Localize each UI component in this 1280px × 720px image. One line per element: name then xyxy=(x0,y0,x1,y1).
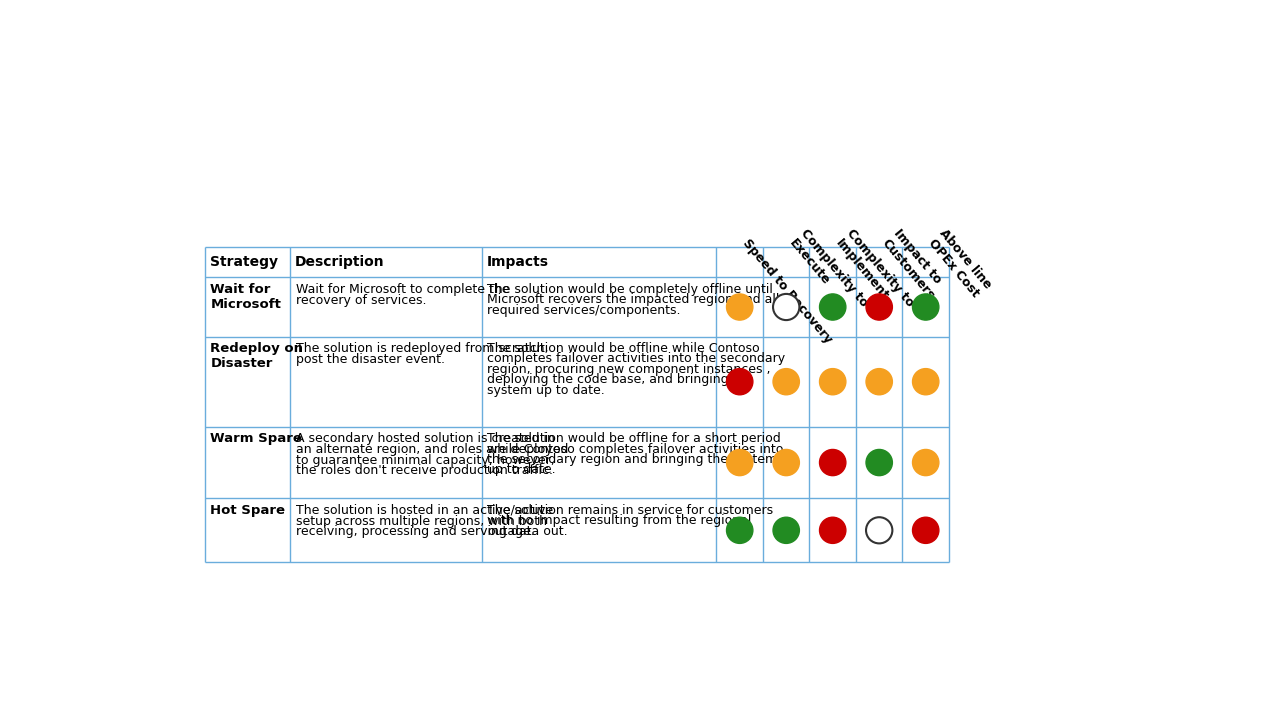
Circle shape xyxy=(727,369,753,395)
Text: recovery of services.: recovery of services. xyxy=(296,294,426,307)
Text: Speed to Recovery: Speed to Recovery xyxy=(740,237,835,346)
Text: Complexity to
Implement: Complexity to Implement xyxy=(833,227,916,320)
Text: Impact to
Customers: Impact to Customers xyxy=(879,227,948,302)
Circle shape xyxy=(773,369,800,395)
Text: system up to date.: system up to date. xyxy=(488,384,604,397)
Circle shape xyxy=(819,294,846,320)
Text: Above line
OPEx Cost: Above line OPEx Cost xyxy=(925,227,995,302)
Text: an alternate region, and roles are deployed: an alternate region, and roles are deplo… xyxy=(296,443,568,456)
Text: post the disaster event.: post the disaster event. xyxy=(296,353,444,366)
Text: The solution would be offline for a short period: The solution would be offline for a shor… xyxy=(488,432,781,445)
Text: Redeploy on
Disaster: Redeploy on Disaster xyxy=(210,342,303,370)
Text: while Contoso completes failover activities into: while Contoso completes failover activit… xyxy=(488,443,783,456)
Text: region, procuring new component instances ,: region, procuring new component instance… xyxy=(488,363,771,376)
Text: The solution would be completely offline until: The solution would be completely offline… xyxy=(488,283,773,296)
Circle shape xyxy=(867,294,892,320)
Text: Microsoft recovers the impacted region and all: Microsoft recovers the impacted region a… xyxy=(488,293,780,306)
Text: with no impact resulting from the regional: with no impact resulting from the region… xyxy=(488,514,751,527)
Text: Warm Spare: Warm Spare xyxy=(210,432,302,445)
Text: Description: Description xyxy=(294,255,384,269)
Text: receiving, processing and serving data out.: receiving, processing and serving data o… xyxy=(296,526,567,539)
Text: setup across multiple regions, with both: setup across multiple regions, with both xyxy=(296,515,547,528)
Circle shape xyxy=(867,449,892,476)
Circle shape xyxy=(913,294,938,320)
Text: Wait for
Microsoft: Wait for Microsoft xyxy=(210,283,282,311)
Text: up to date.: up to date. xyxy=(488,463,556,477)
Circle shape xyxy=(727,517,753,544)
Text: the roles don't receive production traffic.: the roles don't receive production traff… xyxy=(296,464,553,477)
Circle shape xyxy=(773,449,800,476)
Text: The solution is hosted in an active/active: The solution is hosted in an active/acti… xyxy=(296,504,553,517)
Circle shape xyxy=(913,369,938,395)
Circle shape xyxy=(727,449,753,476)
Text: required services/components.: required services/components. xyxy=(488,304,681,317)
Text: deploying the code base, and bringing the: deploying the code base, and bringing th… xyxy=(488,373,753,386)
Circle shape xyxy=(867,369,892,395)
Circle shape xyxy=(867,517,892,544)
Text: completes failover activities into the secondary: completes failover activities into the s… xyxy=(488,352,785,366)
Text: Complexity to
Execute: Complexity to Execute xyxy=(786,227,870,320)
Circle shape xyxy=(819,449,846,476)
Text: A secondary hosted solution is created in: A secondary hosted solution is created i… xyxy=(296,432,554,445)
Circle shape xyxy=(819,369,846,395)
Text: Wait for Microsoft to complete the: Wait for Microsoft to complete the xyxy=(296,283,509,296)
Circle shape xyxy=(727,294,753,320)
Text: The solution remains in service for customers: The solution remains in service for cust… xyxy=(488,504,773,517)
Circle shape xyxy=(819,517,846,544)
Text: the secondary region and bringing the system: the secondary region and bringing the sy… xyxy=(488,453,777,466)
Text: The solution would be offline while Contoso: The solution would be offline while Cont… xyxy=(488,342,759,355)
Text: Hot Spare: Hot Spare xyxy=(210,504,285,517)
Text: Impacts: Impacts xyxy=(486,255,548,269)
Text: Strategy: Strategy xyxy=(210,255,278,269)
Text: The solution is redeployed from scratch,: The solution is redeployed from scratch, xyxy=(296,342,548,355)
Circle shape xyxy=(913,517,938,544)
Circle shape xyxy=(773,517,800,544)
Circle shape xyxy=(773,294,800,320)
Text: to guarantee minimal capacity; however,: to guarantee minimal capacity; however, xyxy=(296,454,554,467)
Circle shape xyxy=(913,449,938,476)
Text: outage.: outage. xyxy=(488,525,535,538)
